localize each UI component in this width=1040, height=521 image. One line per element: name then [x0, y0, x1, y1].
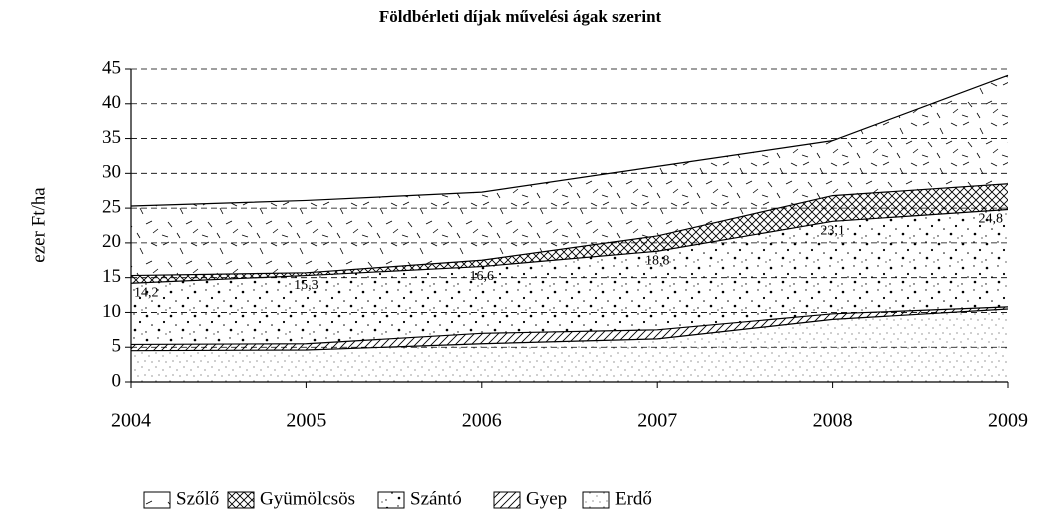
legend-swatch: [377, 491, 405, 509]
x-tick-label: 2004: [111, 410, 151, 432]
data-label: 23,1: [820, 224, 845, 239]
y-tick-label: 20: [102, 231, 121, 252]
area-line: [130, 74, 1009, 207]
legend-label: Gyümölcsös: [260, 488, 355, 509]
chart-title: Földbérleti díjak művelési ágak szerint: [379, 7, 662, 26]
x-tick-label: 2008: [813, 410, 853, 432]
legend-label: Szőlő: [176, 488, 219, 509]
area-line: [130, 183, 1009, 277]
x-tick-label: 2006: [462, 410, 502, 432]
legend-label: Gyep: [526, 488, 567, 509]
y-tick-label: 10: [102, 301, 121, 322]
legend-label: Erdő: [615, 488, 652, 509]
data-label: 18,8: [645, 253, 670, 268]
area-line: [130, 208, 1009, 284]
y-tick-label: 5: [112, 336, 122, 357]
legend-swatch: [582, 491, 610, 509]
data-label: 15,3: [294, 278, 319, 293]
y-tick-label: 45: [102, 57, 121, 78]
y-tick-label: 35: [102, 127, 121, 148]
x-tick-label: 2005: [286, 410, 326, 432]
data-label: 24,8: [979, 212, 1004, 227]
area: [131, 308, 1008, 382]
legend-swatch: [143, 491, 171, 509]
y-tick-label: 30: [102, 162, 121, 183]
x-tick-label: 2009: [988, 410, 1028, 432]
y-tick-label: 0: [112, 370, 122, 391]
y-tick-label: 40: [102, 92, 121, 113]
y-tick-label: 25: [102, 196, 121, 217]
y-axis-label: ezer Ft/ha: [28, 187, 49, 263]
data-label: 16,6: [470, 269, 495, 284]
y-tick-label: 15: [102, 266, 121, 287]
legend-swatch: [227, 491, 255, 509]
legend-label: Szántó: [410, 488, 462, 509]
x-tick-label: 2007: [637, 410, 677, 432]
area-line: [130, 308, 1009, 352]
legend-swatch: [493, 491, 521, 509]
data-label: 14,2: [134, 285, 159, 300]
